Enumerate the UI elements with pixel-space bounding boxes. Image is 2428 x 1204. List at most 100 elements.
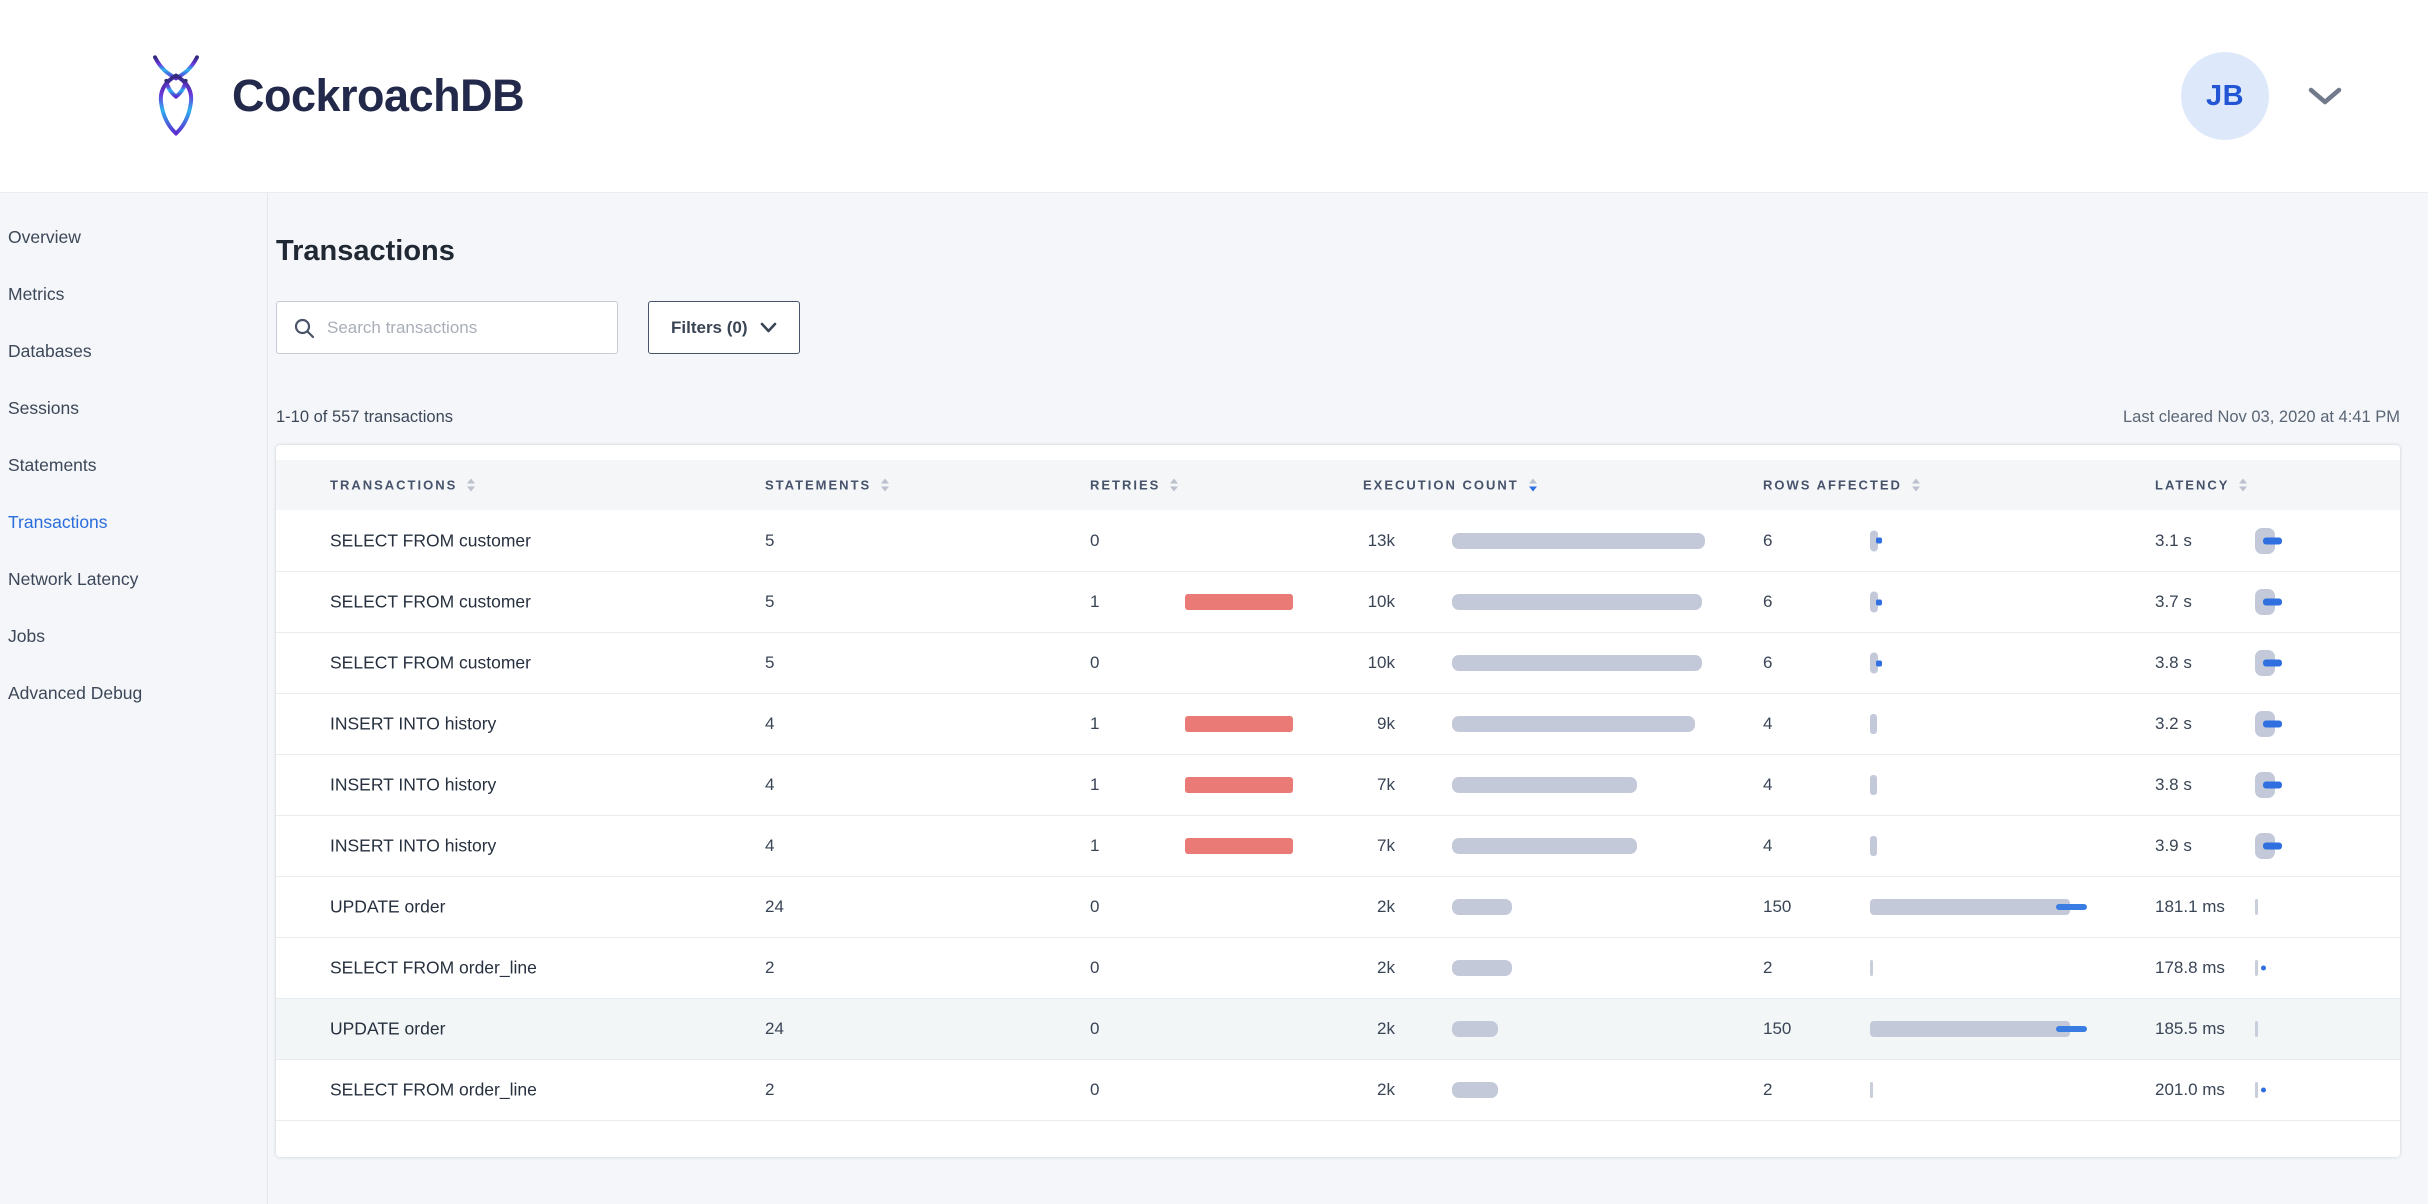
sidebar-item-jobs[interactable]: Jobs	[0, 608, 267, 665]
column-header-transactions[interactable]: TRANSACTIONS	[330, 477, 476, 493]
table-body: SELECT FROM customer 5 0 13k 6 3.1 s SEL…	[276, 510, 2400, 1121]
transaction-name: UPDATE order	[330, 1018, 446, 1039]
sidebar-item-label: Overview	[8, 227, 81, 247]
retries-count: 0	[1090, 958, 1100, 977]
latency-value: 3.7 s	[2155, 592, 2192, 611]
retries-count: 0	[1090, 1019, 1100, 1038]
last-cleared-timestamp: Last cleared Nov 03, 2020 at 4:41 PM	[2122, 408, 2400, 426]
table-row[interactable]: INSERT INTO history 4 1 7k 4 3.9 s	[276, 815, 2400, 876]
sidebar-item-label: Network Latency	[8, 569, 139, 589]
transaction-name: INSERT INTO history	[330, 774, 497, 795]
table-row[interactable]: SELECT FROM order_line 2 0 2k 2 178.8 ms	[276, 937, 2400, 998]
column-header-label: RETRIES	[1090, 477, 1161, 493]
table-row[interactable]: SELECT FROM customer 5 1 10k 6 3.7 s	[276, 571, 2400, 632]
sidebar-item-sessions[interactable]: Sessions	[0, 380, 267, 437]
brand-name: CockroachDB	[232, 70, 525, 121]
table-row[interactable]: INSERT INTO history 4 1 9k 4 3.2 s	[276, 693, 2400, 754]
transaction-name: UPDATE order	[330, 896, 446, 917]
retries-bar	[1185, 838, 1293, 854]
latency-bar	[2255, 527, 2275, 554]
transaction-name: SELECT FROM order_line	[330, 957, 537, 978]
statements-count: 5	[765, 653, 775, 672]
retries-bar	[1185, 594, 1293, 610]
column-header-rows-affected[interactable]: ROWS AFFECTED	[1763, 478, 1920, 493]
sidebar-item-databases[interactable]: Databases	[0, 323, 267, 380]
retries-count: 0	[1090, 897, 1100, 916]
column-header-latency[interactable]: LATENCY	[2155, 478, 2248, 493]
sidebar-item-metrics[interactable]: Metrics	[0, 266, 267, 323]
transaction-name: SELECT FROM order_line	[330, 1079, 537, 1100]
execution-count: 2k	[1377, 897, 1395, 916]
transaction-name: INSERT INTO history	[330, 713, 497, 734]
execution-count-bar	[1452, 716, 1695, 732]
execution-count: 2k	[1377, 958, 1395, 977]
sidebar-item-advanced-debug[interactable]: Advanced Debug	[0, 665, 267, 722]
statements-count: 5	[765, 592, 775, 611]
rows-affected-count: 6	[1763, 530, 1773, 550]
sidebar-item-label: Metrics	[8, 284, 65, 304]
sort-carets-icon	[881, 478, 890, 492]
retries-count: 1	[1090, 592, 1100, 611]
execution-count: 10k	[1367, 592, 1395, 611]
rows-affected-count: 2	[1763, 958, 1773, 977]
execution-count: 10k	[1367, 653, 1395, 672]
latency-bar	[2255, 711, 2275, 737]
statements-count: 5	[765, 530, 775, 550]
retries-count: 0	[1090, 530, 1100, 550]
column-header-label: TRANSACTIONS	[330, 477, 458, 493]
latency-value: 3.2 s	[2155, 714, 2192, 733]
column-header-execution-count[interactable]: EXECUTION COUNT	[1363, 478, 1537, 493]
table-row[interactable]: SELECT FROM customer 5 0 13k 6 3.1 s	[276, 510, 2400, 571]
sidebar-item-transactions[interactable]: Transactions	[0, 494, 267, 551]
rows-affected-count: 6	[1763, 653, 1773, 672]
transaction-name: INSERT INTO history	[330, 835, 497, 856]
user-avatar[interactable]: JB	[2181, 52, 2269, 140]
table-row[interactable]: UPDATE order 24 0 2k 150 185.5 ms	[276, 998, 2400, 1059]
transaction-name: SELECT FROM customer	[330, 530, 531, 550]
execution-count: 13k	[1367, 530, 1395, 550]
latency-value: 3.8 s	[2155, 775, 2192, 794]
column-header-statements[interactable]: STATEMENTS	[765, 478, 890, 493]
sidebar-item-overview[interactable]: Overview	[0, 209, 267, 266]
table-row[interactable]: INSERT INTO history 4 1 7k 4 3.8 s	[276, 754, 2400, 815]
rows-affected-bar	[1870, 530, 1878, 551]
execution-count-bar	[1452, 1082, 1498, 1098]
filters-button[interactable]: Filters (0)	[648, 301, 800, 354]
statements-count: 24	[765, 897, 784, 916]
statements-count: 4	[765, 714, 775, 733]
latency-value: 3.1 s	[2155, 530, 2192, 550]
rows-affected-bar	[1870, 899, 2070, 915]
execution-count-bar	[1452, 594, 1702, 610]
execution-count: 2k	[1377, 1080, 1395, 1099]
rows-affected-count: 6	[1763, 592, 1773, 611]
statements-count: 24	[765, 1019, 784, 1038]
column-header-retries[interactable]: RETRIES	[1090, 477, 1179, 493]
search-box	[276, 301, 618, 354]
sidebar-nav: Overview Metrics Databases Sessions Stat…	[0, 193, 268, 1204]
table-row[interactable]: SELECT FROM order_line 2 0 2k 2 201.0 ms	[276, 1059, 2400, 1120]
top-bar: CockroachDB JB	[0, 0, 2428, 193]
sidebar-item-label: Jobs	[8, 626, 45, 646]
sort-carets-icon	[1911, 478, 1920, 492]
table-row[interactable]: UPDATE order 24 0 2k 150 181.1 ms	[276, 876, 2400, 937]
rows-affected-count: 4	[1763, 714, 1773, 733]
execution-count-bar	[1452, 1021, 1498, 1037]
retries-count: 1	[1090, 836, 1100, 855]
rows-affected-count: 150	[1763, 1019, 1792, 1038]
latency-bar	[2255, 899, 2258, 915]
main-content: Transactions Filters (0)	[268, 193, 2428, 1204]
execution-count: 7k	[1377, 836, 1395, 855]
table-row[interactable]: SELECT FROM customer 5 0 10k 6 3.8 s	[276, 632, 2400, 693]
transaction-name: SELECT FROM customer	[330, 652, 531, 673]
cockroachdb-logo-icon	[148, 50, 204, 143]
latency-bar	[2255, 772, 2275, 798]
sidebar-item-network-latency[interactable]: Network Latency	[0, 551, 267, 608]
user-menu: JB	[2181, 52, 2343, 140]
retries-bar	[1185, 716, 1293, 732]
user-menu-chevron-down-icon[interactable]	[2307, 86, 2343, 106]
statements-count: 4	[765, 836, 775, 855]
search-input[interactable]	[327, 317, 601, 338]
rows-affected-bar	[1870, 775, 1877, 795]
latency-bar	[2255, 1021, 2258, 1037]
sidebar-item-statements[interactable]: Statements	[0, 437, 267, 494]
